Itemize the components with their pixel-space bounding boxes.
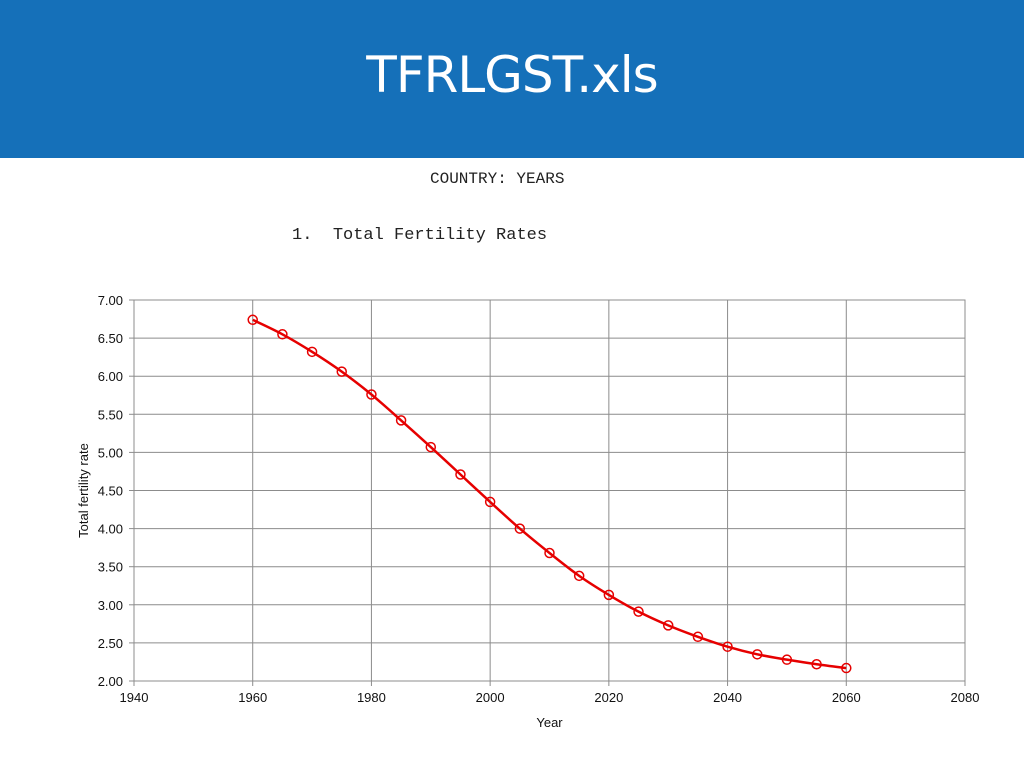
- data-point: [455, 469, 466, 480]
- data-point: [573, 570, 585, 582]
- y-tick-label: 5.50: [98, 407, 123, 422]
- y-tick-label: 4.50: [98, 484, 123, 499]
- section-heading: 1. Total Fertility Rates: [292, 226, 547, 245]
- header-line: COUNTRY: YEARS: [430, 170, 565, 188]
- data-point: [662, 620, 674, 631]
- slide-title: TFRLGST.xls: [366, 46, 658, 104]
- x-tick-label: 2020: [594, 690, 623, 705]
- y-tick-label: 5.00: [98, 445, 123, 460]
- x-tick-label: 1940: [120, 690, 149, 705]
- data-point: [841, 662, 852, 674]
- y-tick-label: 4.00: [98, 522, 123, 537]
- data-point: [752, 649, 763, 660]
- grid-layer: [129, 299, 966, 686]
- title-banner: TFRLGST.xls: [0, 0, 1024, 158]
- series-layer: [247, 314, 852, 674]
- data-point: [692, 631, 704, 643]
- y-tick-label: 3.00: [98, 598, 123, 613]
- data-point: [336, 366, 347, 377]
- y-tick-label: 7.00: [98, 293, 123, 308]
- data-point: [395, 415, 407, 426]
- data-point: [514, 523, 526, 534]
- data-point: [544, 547, 555, 559]
- data-point: [484, 496, 496, 508]
- x-tick-label: 1960: [238, 690, 267, 705]
- data-point: [306, 346, 318, 358]
- y-tick-labels: 2.00 2.50 3.00 3.50 4.00 4.50 5.00 5.50 6.00 6.50…: [98, 293, 123, 689]
- y-tick-label: 6.50: [98, 331, 123, 346]
- section-title: Total Fertility Rates: [332, 226, 548, 245]
- data-point: [633, 606, 644, 617]
- y-tick-label: 6.00: [98, 369, 123, 384]
- data-point: [425, 441, 437, 453]
- plot-frame: [133, 299, 966, 682]
- data-point: [781, 654, 793, 665]
- x-tick-label: 2080: [951, 690, 980, 705]
- x-tick-label: 2060: [832, 690, 861, 705]
- x-axis-label: Year: [536, 715, 563, 730]
- data-point: [811, 658, 822, 670]
- data-point: [722, 641, 733, 652]
- series-line: [252, 318, 847, 670]
- x-tick-label: 2040: [713, 690, 742, 705]
- data-point: [603, 589, 615, 601]
- x-tick-labels: 1940 1960 1980 2000 2020 2040 2060 2080: [120, 690, 980, 705]
- x-tick-label: 2000: [476, 690, 505, 705]
- data-point: [247, 314, 258, 326]
- data-point: [277, 329, 288, 340]
- y-tick-label: 2.50: [98, 636, 123, 651]
- section-number: 1.: [292, 226, 313, 245]
- y-tick-label: 3.50: [98, 560, 123, 575]
- data-point: [366, 389, 377, 400]
- x-tick-label: 1980: [357, 690, 386, 705]
- y-axis-label: Total fertility rate: [76, 443, 91, 538]
- y-tick-label: 2.00: [98, 674, 123, 689]
